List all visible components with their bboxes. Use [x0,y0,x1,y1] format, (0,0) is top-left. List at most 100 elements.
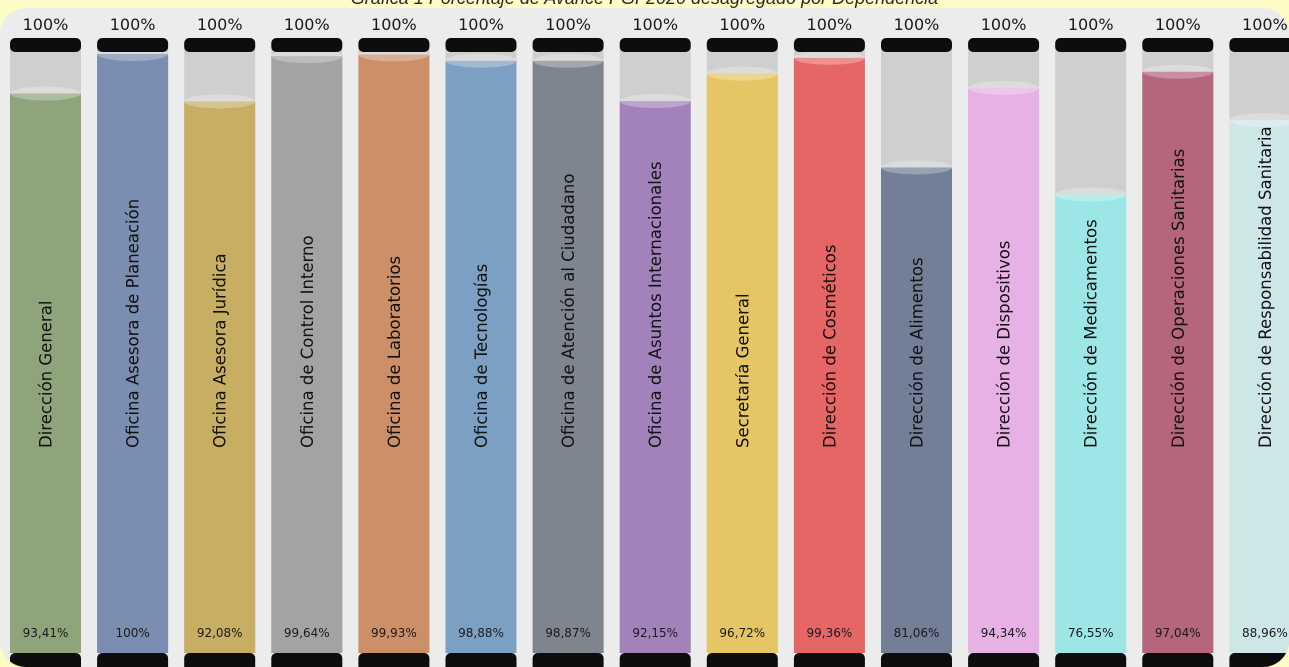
bar-7 [532,60,604,654]
bar-surface [793,50,865,65]
bar-12 [968,87,1040,654]
chart-panel: 100% Dirección General 93,41% 100% Oficina A… [0,8,1289,667]
data-label: 92,08% [197,626,243,640]
max-label: 100% [284,15,330,34]
category-label: Oficina de Control Interno [298,235,317,448]
category-label: Dirección de Dispositivos [995,241,1014,448]
tube-bottom-cap [968,653,1040,667]
bar-surface [184,94,256,109]
max-label: 100% [894,15,940,34]
tube-top-cap [1229,38,1289,52]
tube-top-cap [1142,38,1214,52]
tube-top-cap [97,38,169,52]
category-label: Dirección de Operaciones Sanitarias [1169,149,1188,448]
category-label: Dirección de Alimentos [908,257,927,448]
bar-surface [1055,187,1127,202]
category-label: Oficina de Asuntos Internacionales [646,161,665,448]
bar-11 [881,167,952,653]
cylinder-bar-chart: 100% Dirección General 93,41% 100% Oficina A… [10,15,1289,667]
tube-bottom-cap [271,653,343,667]
tube-top-cap [184,38,256,52]
max-label: 100% [110,15,156,34]
bar-surface [968,80,1040,95]
category-label: Oficina de Atención al Ciudadano [559,174,578,448]
data-label: 98,88% [458,626,504,640]
tube-bottom-cap [184,653,256,667]
category-label: Oficina de Laboratorios [385,256,404,448]
data-label: 100% [115,626,149,640]
category-label: Dirección de Cosméticos [820,244,839,448]
data-label: 92,15% [632,626,678,640]
data-label: 81,06% [894,626,940,640]
tube-bottom-cap [619,653,691,667]
max-label: 100% [1242,15,1288,34]
tube-top-cap [706,38,778,52]
data-label: 76,55% [1068,626,1114,640]
data-label: 99,36% [807,626,853,640]
tube-bottom-cap [1055,653,1127,667]
tube-bottom-cap [445,653,517,667]
tube-top-cap [968,38,1040,52]
data-label: 99,64% [284,626,330,640]
bar-surface [10,86,81,101]
data-label: 99,93% [371,626,417,640]
category-label: Dirección de Medicamentos [1082,219,1101,448]
max-label: 100% [632,15,678,34]
max-label: 100% [719,15,765,34]
bar-surface [445,53,517,68]
tube-bottom-cap [532,653,604,667]
bar-15 [1229,120,1289,654]
bar-2 [97,54,169,653]
category-label: Oficina Asesora Jurídica [211,253,230,448]
max-label: 100% [807,15,853,34]
tube-top-cap [619,38,691,52]
category-label: Oficina Asesora de Planeación [124,199,143,448]
category-label: Dirección General [37,301,56,448]
data-label: 98,87% [545,626,591,640]
bar-1 [10,93,81,653]
bar-surface [706,66,778,81]
bar-6 [445,60,517,653]
max-label: 100% [981,15,1027,34]
tube-bottom-cap [706,653,778,667]
tube-top-cap [10,38,81,52]
data-label: 93,41% [23,626,69,640]
bar-8 [619,101,691,654]
bar-14 [1142,71,1214,653]
tube-bottom-cap [793,653,865,667]
chart-title: Gráfica 1 Porcentaje de Avance PGF2020 d… [0,0,1289,9]
tube-top-cap [793,38,865,52]
bar-surface [881,160,952,175]
max-label: 100% [197,15,243,34]
max-label: 100% [545,15,591,34]
data-label: 96,72% [719,626,765,640]
bar-4 [271,56,343,654]
tube-top-cap [532,38,604,52]
bar-surface [271,49,343,64]
max-label: 100% [1155,15,1201,34]
tube-bottom-cap [1142,653,1214,667]
tube-top-cap [271,38,343,52]
category-label: Oficina de Tecnologías [472,264,491,448]
bar-surface [1142,64,1214,79]
tube-bottom-cap [358,653,430,667]
tube-bottom-cap [1229,653,1289,667]
bar-13 [1055,194,1127,653]
category-label: Dirección de Responsabilidad Sanitaria [1256,126,1275,448]
tube-top-cap [358,38,430,52]
bar-5 [358,54,430,653]
data-label: 88,96% [1242,626,1288,640]
max-label: 100% [1068,15,1114,34]
bar-surface [1229,113,1289,128]
tube-bottom-cap [10,653,81,667]
bar-surface [619,94,691,109]
bar-3 [184,101,256,654]
tube-top-cap [445,38,517,52]
tube-top-cap [1055,38,1127,52]
data-label: 97,04% [1155,626,1201,640]
category-label: Secretaría General [733,293,752,448]
bar-surface [532,53,604,68]
data-label: 94,34% [981,626,1027,640]
tube-bottom-cap [97,653,169,667]
max-label: 100% [458,15,504,34]
